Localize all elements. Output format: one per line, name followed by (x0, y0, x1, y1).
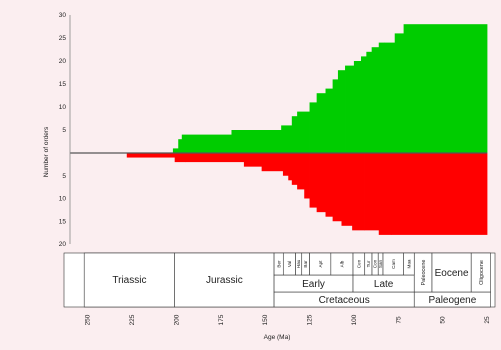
stage-bar: Bar (303, 260, 308, 268)
step-down-3 (243, 153, 263, 167)
period-jurassic: Jurassic (206, 275, 243, 286)
step-down-18 (391, 153, 488, 235)
x-tick-50: 50 (440, 316, 447, 324)
step-up-11 (332, 79, 339, 153)
stage-maa: Maa (406, 259, 411, 268)
y-tick-top-10: 10 (59, 104, 67, 111)
step-down-8 (297, 153, 305, 190)
step-up-3 (181, 134, 232, 153)
stage-apt: Apt (318, 260, 323, 268)
step-up-14 (353, 61, 362, 153)
period-paleogene: Paleogene (428, 295, 476, 306)
x-tick-125: 125 (307, 314, 314, 325)
stage-box-11 (403, 252, 415, 276)
stage-alb: Alb (340, 260, 345, 267)
step-up-13 (345, 65, 355, 153)
y-tick-top-5: 5 (62, 127, 66, 134)
stage-san: San (378, 259, 383, 268)
epoch-box-4 (470, 252, 491, 293)
stage-hau: Hau (296, 259, 301, 268)
step-down-12 (325, 153, 334, 217)
stage-con: Con (373, 259, 378, 268)
step-down-4 (261, 153, 284, 172)
step-down-15 (352, 153, 365, 231)
step-up-19 (384, 42, 396, 153)
stage-tur: Tur (366, 260, 371, 267)
epoch-eocene: Eocene (435, 268, 469, 279)
y-tick-top-15: 15 (59, 81, 67, 88)
step-down-10 (309, 153, 318, 208)
epoch-paleocene: Paleocene (421, 260, 427, 286)
step-down-16 (364, 153, 380, 231)
series-up (172, 24, 488, 154)
step-up-6 (291, 116, 298, 153)
x-tick-25: 25 (484, 316, 491, 324)
x-tick-225: 225 (129, 314, 136, 325)
stage-cen: Cen (356, 259, 361, 268)
y-tick-bottom-20: 20 (59, 241, 67, 248)
x-tick-250: 250 (85, 314, 92, 325)
step-down-17 (378, 153, 392, 235)
step-down-2 (185, 153, 245, 163)
period-triassic: Triassic (112, 275, 146, 286)
step-down-5 (282, 153, 289, 176)
x-axis: 250 225 200 175 150 125 100 75 50 25 (85, 314, 491, 325)
y-tick-top-25: 25 (59, 35, 67, 42)
step-up-2 (178, 139, 183, 153)
step-up-15 (361, 56, 367, 153)
period-box-0 (83, 252, 175, 308)
x-tick-100: 100 (351, 314, 358, 325)
step-up-18 (378, 42, 385, 153)
stage-val: Val (287, 261, 292, 267)
stage-ber: Ber (276, 260, 281, 268)
geologic-timescale: Triassic Jurassic Cretaceous Paleogene Early… (63, 252, 496, 308)
x-tick-150: 150 (262, 314, 269, 325)
step-up-17 (371, 47, 380, 154)
step-down-0 (126, 153, 176, 158)
step-up-4 (231, 130, 282, 153)
y-tick-top-20: 20 (59, 58, 67, 65)
x-tick-75: 75 (395, 316, 402, 324)
epoch-oligocene: Oligocene (479, 260, 485, 285)
step-down-1 (174, 153, 186, 163)
step-up-1 (172, 148, 179, 153)
x-axis-label: Age (Ma) (264, 334, 291, 341)
y-tick-bottom-5: 5 (62, 173, 66, 180)
step-up-5 (281, 125, 293, 153)
epoch-late: Late (374, 279, 394, 290)
stage-cam: Cam (391, 259, 396, 269)
period-box-1 (174, 252, 275, 308)
plot-area (70, 24, 488, 235)
step-up-10 (325, 88, 334, 153)
step-down-6 (288, 153, 293, 181)
step-up-16 (366, 51, 373, 153)
x-tick-175: 175 (218, 314, 225, 325)
x-tick-200: 200 (173, 314, 180, 325)
epoch-early: Early (302, 279, 325, 290)
y-axis-label: Number of orders (43, 126, 50, 177)
step-up-20 (394, 33, 404, 153)
series-down (126, 153, 488, 235)
step-down-9 (304, 153, 310, 199)
step-down-7 (291, 153, 298, 185)
period-cretaceous: Cretaceous (319, 295, 370, 306)
step-down-13 (332, 153, 342, 222)
y-tick-bottom-10: 10 (59, 196, 67, 203)
y-tick-bottom-15: 15 (59, 218, 67, 225)
y-tick-top-30: 30 (59, 12, 67, 19)
step-up-21 (403, 24, 488, 154)
step-up-7 (297, 111, 310, 153)
step-down-14 (341, 153, 353, 226)
y-axis: 5 10 15 20 25 30 5 10 15 20 (59, 12, 71, 248)
step-up-9 (316, 93, 326, 153)
step-down-11 (316, 153, 326, 213)
step-up-8 (309, 102, 318, 153)
step-up-12 (337, 70, 346, 153)
